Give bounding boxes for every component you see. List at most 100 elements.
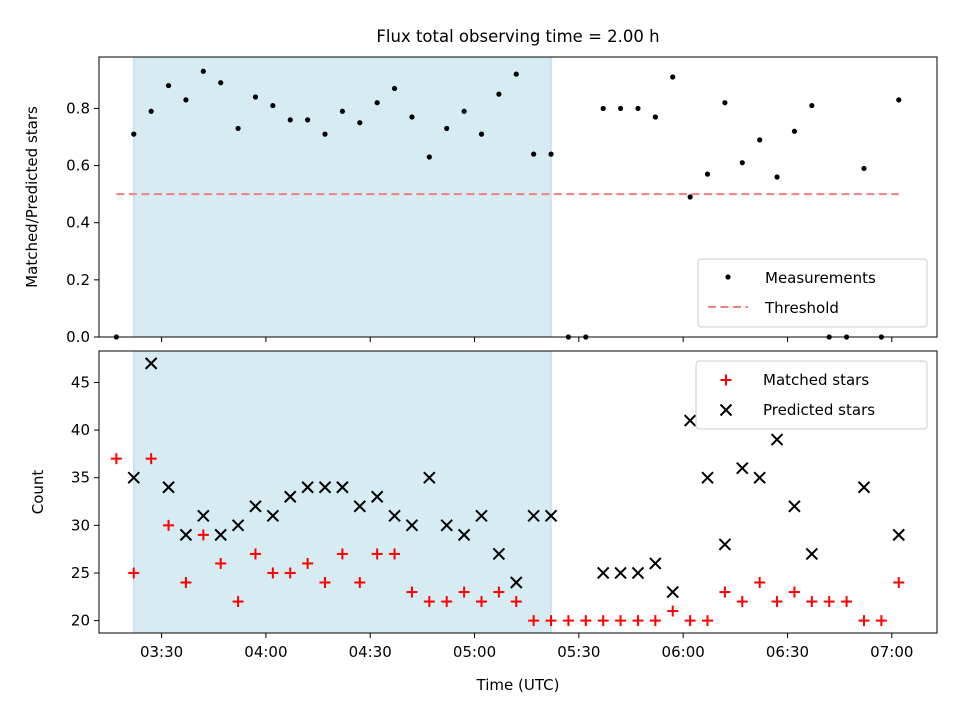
matched-star-point bbox=[319, 577, 331, 589]
matched-star-point bbox=[597, 615, 609, 627]
measurement-point bbox=[339, 108, 346, 114]
matched-star-point bbox=[528, 615, 540, 627]
matched-star-point bbox=[684, 615, 696, 627]
measurement-point bbox=[687, 194, 693, 200]
predicted-star-point bbox=[179, 528, 193, 542]
predicted-star-point bbox=[162, 481, 175, 494]
measurement-point bbox=[218, 80, 224, 86]
y-axis-ticks-bottom: 20 25 30 35 40 45 bbox=[71, 373, 99, 630]
legend-threshold-label: Threshold bbox=[764, 299, 839, 317]
predicted-star-point bbox=[770, 433, 784, 446]
matched-star-point bbox=[180, 577, 192, 589]
predicted-star-point bbox=[666, 585, 679, 599]
measurement-points bbox=[113, 68, 902, 340]
predicted-star-point bbox=[718, 538, 732, 551]
measurement-point bbox=[200, 68, 206, 74]
predicted-star-point bbox=[266, 509, 280, 523]
predicted-stars-points bbox=[127, 357, 905, 599]
measurement-point bbox=[896, 97, 902, 103]
top-panel-ratio: 0.00.20.40.60.8 Matched/Predicted stars … bbox=[23, 56, 938, 346]
matched-star-point bbox=[249, 548, 261, 560]
measurement-point bbox=[791, 128, 798, 134]
legend-measurements-label: Measurements bbox=[765, 269, 876, 287]
measurement-point bbox=[235, 125, 241, 132]
predicted-star-point bbox=[231, 519, 245, 532]
measurement-point bbox=[461, 108, 467, 114]
predicted-star-point bbox=[892, 528, 905, 542]
x-tick-label: 04:00 bbox=[244, 643, 287, 661]
chart-title: Flux total observing time = 2.00 h bbox=[376, 27, 659, 46]
measurement-point bbox=[183, 97, 189, 103]
legend-predicted-label: Predicted stars bbox=[763, 401, 875, 419]
measurement-point bbox=[774, 174, 780, 180]
predicted-star-point bbox=[144, 357, 158, 370]
predicted-star-point bbox=[284, 490, 297, 503]
predicted-star-point bbox=[631, 566, 645, 580]
measurement-point bbox=[531, 151, 537, 157]
measurement-point bbox=[444, 125, 450, 132]
measurement-point bbox=[704, 171, 711, 177]
predicted-star-point bbox=[857, 481, 871, 494]
measurement-point bbox=[409, 114, 415, 120]
measurement-point bbox=[670, 74, 676, 80]
x-tick-label: 07:00 bbox=[870, 643, 913, 661]
top-panel-frame bbox=[98, 56, 938, 338]
matched-star-point bbox=[771, 596, 783, 608]
y-tick-label: 40 bbox=[71, 421, 90, 439]
matched-star-point bbox=[545, 615, 557, 627]
x-tick-label: 05:30 bbox=[557, 643, 600, 661]
matched-star-point bbox=[615, 615, 627, 627]
predicted-star-point bbox=[736, 461, 749, 475]
predicted-star-point bbox=[440, 519, 453, 532]
x-tick-label: 03:30 bbox=[140, 643, 183, 661]
matched-star-point bbox=[163, 519, 175, 531]
bottom-panel-frame bbox=[98, 350, 938, 634]
matched-star-point bbox=[441, 596, 453, 608]
x-tick-label: 06:30 bbox=[766, 643, 809, 661]
measurement-point bbox=[131, 131, 137, 137]
matched-star-point bbox=[423, 596, 435, 608]
matched-star-point bbox=[841, 596, 853, 608]
matched-star-point bbox=[493, 586, 505, 598]
measurement-point bbox=[548, 151, 554, 157]
predicted-star-point bbox=[475, 509, 488, 523]
legend-bottom: Matched stars Predicted stars bbox=[695, 360, 928, 430]
x-axis-label: Time (UTC) bbox=[476, 676, 560, 694]
measurement-point bbox=[513, 71, 519, 77]
measurement-point bbox=[252, 94, 259, 100]
measurement-point bbox=[617, 105, 624, 112]
measurement-point bbox=[809, 102, 815, 109]
y-tick-label: 25 bbox=[71, 564, 90, 582]
matched-star-point bbox=[389, 548, 401, 560]
predicted-star-point bbox=[336, 481, 349, 494]
legend-bottom-box bbox=[695, 360, 928, 430]
measurement-point bbox=[652, 114, 658, 120]
matched-star-point bbox=[197, 529, 209, 541]
matched-star-point bbox=[649, 615, 661, 627]
matched-star-point bbox=[823, 596, 835, 608]
y-axis-label-bottom: Count bbox=[29, 470, 47, 515]
predicted-star-point bbox=[788, 500, 801, 513]
matched-star-point bbox=[736, 596, 748, 608]
measurement-point bbox=[374, 100, 380, 106]
measurement-point bbox=[496, 91, 502, 97]
matched-star-point bbox=[754, 577, 766, 589]
matched-stars-points bbox=[110, 453, 905, 627]
y-tick-label: 0.4 bbox=[66, 214, 90, 232]
matched-star-point bbox=[302, 557, 314, 569]
predicted-star-point bbox=[353, 500, 366, 513]
predicted-star-point bbox=[683, 414, 697, 427]
predicted-star-point bbox=[127, 471, 140, 484]
measurement-point bbox=[739, 160, 745, 166]
matched-star-point bbox=[215, 557, 227, 569]
matched-star-point bbox=[110, 453, 122, 465]
matched-star-point bbox=[232, 596, 244, 608]
predicted-star-point bbox=[753, 471, 766, 484]
measurement-point bbox=[757, 137, 763, 143]
measurement-point bbox=[426, 154, 432, 160]
y-tick-label: 0.6 bbox=[66, 157, 90, 175]
y-tick-label: 0.8 bbox=[66, 99, 90, 117]
matched-star-point bbox=[475, 596, 487, 608]
matched-star-point bbox=[267, 567, 279, 579]
observing-span-top bbox=[133, 56, 552, 338]
